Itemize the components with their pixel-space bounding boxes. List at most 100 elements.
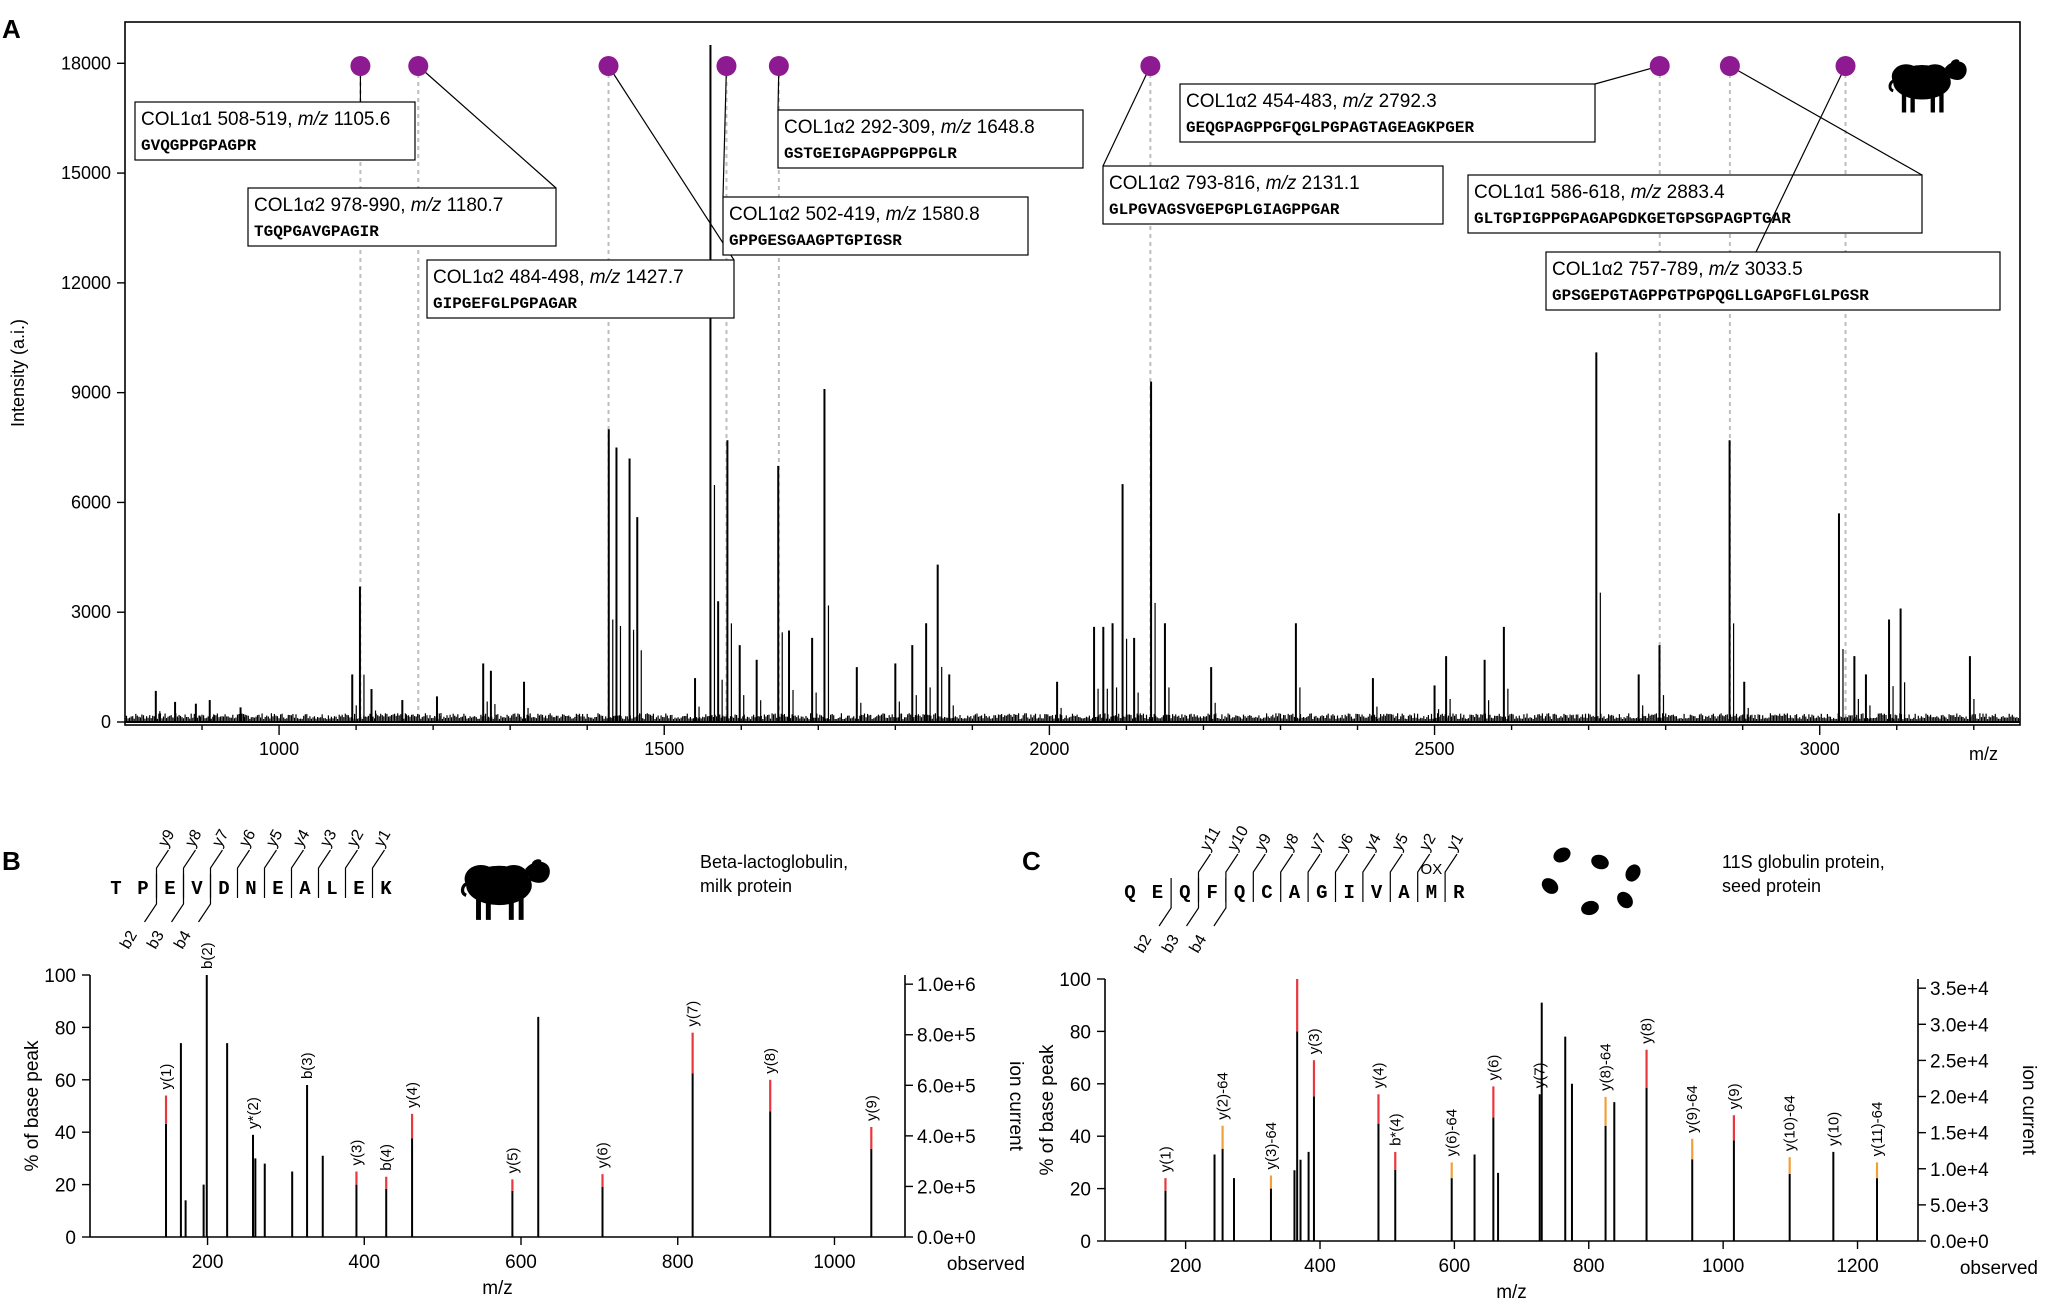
y-ion-label: y5	[263, 827, 286, 850]
annotation-leader-line	[722, 65, 728, 198]
annotation-sequence: GPSGEPGTAGPPGTPGPQGLLGAPGFLGLPGSR	[1552, 287, 1869, 305]
peak-label: y(3)-64	[1263, 1122, 1280, 1170]
peak-marker	[716, 56, 737, 76]
annotation-sequence: GLPGVAGSVGEPGPLGIAGPPGAR	[1109, 201, 1340, 219]
x-axis-label: m/z	[1496, 1282, 1527, 1303]
y-ion-label: y10	[1225, 823, 1253, 854]
y-ion-label: y8	[1279, 831, 1302, 854]
annotation-leader-line	[1102, 65, 1151, 167]
x-tick-label: 800	[662, 1252, 694, 1273]
sequence-residue: T	[110, 878, 121, 900]
x-tick-label: 1200	[1836, 1256, 1878, 1277]
y-ion-bracket	[317, 849, 331, 898]
peak-label: b(2)	[199, 942, 216, 969]
peak-label: y(5)	[504, 1148, 521, 1174]
y-tick-label: 100	[1059, 970, 1091, 991]
x-tick-label: 1000	[259, 739, 299, 759]
y-ion-label: y7	[209, 827, 232, 850]
y-ion-bracket	[1280, 853, 1294, 902]
annotation-box	[1179, 83, 1596, 143]
peak-label: y(9)	[1726, 1083, 1743, 1109]
annotation-sequence: TGQPGAVGPAGIR	[254, 223, 379, 241]
sequence-residue: D	[218, 878, 229, 900]
b-ion-label: b2	[117, 928, 141, 952]
annotation-title: COL1α2 793-816, m/z 2131.1	[1109, 173, 1360, 194]
panel-b-plot: 0 20 40 60 80 100 0.0e+0 2.0e+5 4.0e+5 6.0e+5 8.0e…	[22, 942, 1026, 1299]
right-tick-label: 5.0e+3	[1930, 1196, 1989, 1217]
right-tick-label: 2.0e+5	[917, 1177, 976, 1198]
peak-label: b(3)	[299, 1052, 316, 1079]
sequence-residue: Q	[1124, 882, 1135, 904]
y-ion-bracket	[371, 849, 385, 898]
peak-label: y(4)	[1370, 1062, 1387, 1088]
y-tick-label: 80	[1070, 1022, 1091, 1043]
sequence-residue: N	[245, 878, 256, 900]
y-ion-label: y9	[155, 827, 178, 850]
panel-a-y-axis: 0 3000 6000 9000 12000 15000 18000	[61, 53, 125, 732]
y-ion-label: y8	[182, 827, 205, 850]
annotation-title: COL1α2 292-309, m/z 1648.8	[784, 117, 1035, 138]
y-ion-label: y6	[236, 827, 259, 850]
sequence-residue: V	[1371, 882, 1383, 904]
peak-marker	[768, 56, 789, 76]
peak-label: b(4)	[378, 1144, 395, 1171]
y-ion-bracket	[1334, 853, 1348, 902]
observed-label: observed	[947, 1254, 1025, 1275]
peak-marker	[598, 56, 619, 76]
right-axis-label: ion current	[1005, 1061, 1026, 1151]
peak-label: y(2)-64	[1215, 1072, 1232, 1120]
baseline-noise	[125, 713, 2020, 722]
y-ion-bracket	[1417, 853, 1431, 902]
x-tick-label: 2000	[1029, 739, 1069, 759]
right-tick-label: 1.0e+4	[1930, 1160, 1989, 1181]
y-tick-label: 9000	[71, 383, 111, 403]
annotation-box	[1467, 174, 1923, 234]
y-tick-label: 40	[1070, 1127, 1091, 1148]
y-tick-label: 18000	[61, 53, 111, 73]
peak-label: y(8)-64	[1598, 1043, 1615, 1091]
annotation-title: COL1α2 757-789, m/z 3033.5	[1552, 259, 1803, 280]
b-ion-bracket	[198, 874, 212, 923]
panel-label-c: C	[1022, 846, 1041, 876]
peak-label: y(6)	[595, 1142, 612, 1168]
panel-a-x-axis: 1000 1500 2000 2500 3000	[201, 725, 1975, 759]
sequence-residue: E	[272, 878, 283, 900]
y-ion-bracket	[1252, 853, 1266, 902]
y-ion-label: y6	[1334, 831, 1357, 854]
panel-b-protein-name: Beta-lactoglobulin,	[700, 852, 848, 872]
sequence-residue: K	[380, 878, 392, 900]
sequence-residue: E	[164, 878, 175, 900]
b-ion-bracket	[171, 874, 185, 923]
y-ion-label: y2	[1416, 831, 1439, 854]
x-tick-label: 400	[348, 1252, 380, 1273]
peak-label: y(10)-64	[1782, 1095, 1799, 1151]
sheep-icon	[1888, 56, 1969, 114]
annotation-sequence: GEQGPAGPPGFQGLPGPAGTAGEAGKPGER	[1186, 119, 1474, 137]
panel-c-plot: 0 20 40 60 80 100 0.0e+0 5.0e+3 1.0e+4 1.5e+4 2.0e…	[1037, 970, 2039, 1303]
y-ion-label: y7	[1307, 831, 1330, 854]
panel-label-b: B	[2, 846, 21, 876]
panel-a-y-label: Intensity (a.i.)	[8, 319, 28, 427]
modification-label: OX	[1421, 861, 1443, 878]
annotation-leader-line	[608, 65, 735, 261]
panel-a-annotations: COL1α1 508-519, m/z 1105.6 GVQGPPGPAGPR CO…	[134, 56, 2001, 319]
peak-marker	[1649, 56, 1670, 76]
panel-c-protein-type: seed protein	[1722, 876, 1821, 896]
annotation-sequence: GVQGPPGPAGPR	[141, 137, 257, 155]
right-tick-label: 4.0e+5	[917, 1127, 976, 1148]
x-tick-label: 2500	[1415, 739, 1455, 759]
peak-label: y(1)	[1157, 1146, 1174, 1172]
x-tick-label: 3000	[1800, 739, 1840, 759]
y-ion-label: y4	[290, 827, 313, 850]
y-ion-label: y2	[344, 827, 367, 850]
y-tick-label: 15000	[61, 163, 111, 183]
sequence-residue: I	[1343, 882, 1354, 904]
peak-label: b*(4)	[1387, 1113, 1404, 1146]
peak-marker	[408, 56, 429, 76]
peak-label: y(6)	[1485, 1055, 1502, 1081]
b-ion-label: b2	[1132, 932, 1156, 956]
